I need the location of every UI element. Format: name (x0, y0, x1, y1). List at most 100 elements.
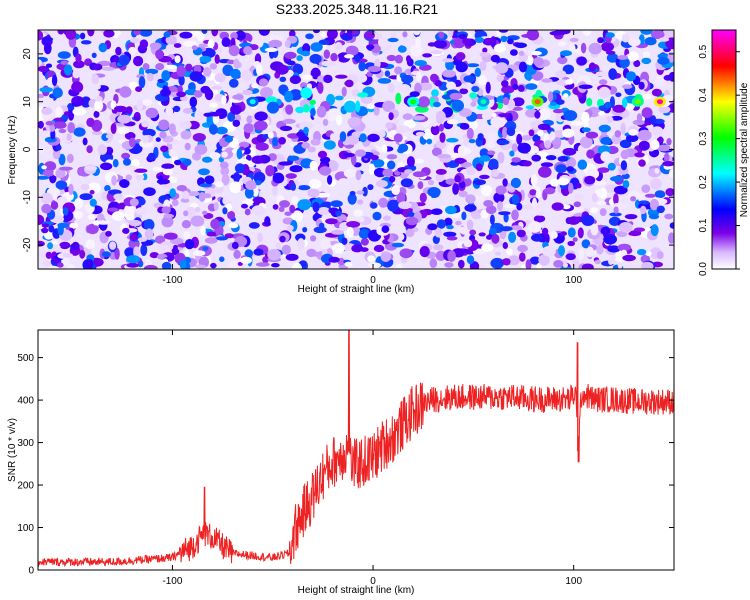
spectrogram-cell (221, 151, 228, 158)
spectrogram-cell (402, 31, 408, 38)
spectrogram-cell (498, 211, 511, 216)
colorbar-gradient (711, 29, 737, 270)
spectrogram-cell (400, 178, 413, 188)
spectrogram-cell (577, 159, 588, 170)
spectrogram-cell (574, 207, 585, 213)
spectrogram-cell (578, 84, 593, 90)
spectrogram-cell (129, 165, 137, 171)
spectrogram-cell (576, 183, 582, 189)
spectrogram-cell (243, 123, 254, 134)
spectrogram-cell (445, 178, 457, 185)
spectrogram-cell (579, 258, 592, 264)
spectrogram-cell (128, 137, 136, 148)
spectrogram-cell (347, 30, 353, 38)
spectrogram-cell (488, 227, 497, 236)
spectrogram-cell (516, 229, 526, 238)
spectrogram-cell (66, 153, 74, 164)
spectrogram-cell (309, 99, 317, 106)
spectrogram-cell (222, 207, 228, 215)
spectrogram-cell (228, 260, 242, 269)
spectrogram-cell (529, 189, 537, 196)
spectrogram-cell (97, 144, 108, 155)
spectrogram-cell (666, 138, 672, 146)
spectrogram-cell (72, 69, 81, 79)
spectrogram-cell (338, 178, 349, 186)
spectrogram-cell (503, 204, 517, 209)
spectrogram-cell (57, 30, 65, 35)
spectrogram-cell (588, 62, 597, 72)
spectrogram-cell (39, 87, 53, 93)
spectrogram-cell (358, 61, 366, 72)
spectrogram-cell (455, 220, 462, 226)
spectrogram-cell (469, 229, 477, 236)
spectrogram-cell (207, 39, 215, 48)
y-tick-label: 0 (28, 566, 34, 577)
spectrogram-cell (72, 107, 87, 116)
spectrogram-cell (108, 189, 122, 195)
spectrogram-cell (222, 196, 230, 205)
spectrogram-cell (381, 225, 390, 233)
spectrogram-cell (443, 231, 457, 237)
spectrogram-cell (622, 180, 630, 189)
spectrogram-cell (519, 252, 526, 262)
spectrogram-cell (154, 235, 166, 244)
spectrogram-cell (416, 71, 422, 82)
spectrogram-cell (51, 251, 57, 257)
spectrogram-cell (596, 244, 604, 255)
spectrogram-cell (124, 204, 135, 216)
spectrogram-cell (149, 252, 159, 259)
spectrogram-cell (398, 143, 409, 153)
spectrogram-cell (613, 193, 619, 206)
spectrogram-cell (622, 254, 636, 262)
spectrogram-cell (373, 151, 380, 156)
spectrogram-cell (62, 253, 73, 258)
spectrogram-cell (567, 240, 575, 247)
spectrogram-cell (378, 197, 389, 208)
spectrogram-cell (71, 241, 80, 251)
spectrogram-cell (490, 116, 504, 127)
spectrogram-cell (568, 182, 574, 194)
spectrogram-cell (162, 85, 168, 97)
spectrogram-cell (297, 238, 305, 250)
spectrogram-cell (525, 83, 538, 90)
spectrogram-cell (506, 186, 515, 191)
spectrogram-cell (161, 261, 172, 269)
spectrogram-cell (512, 83, 519, 90)
spectrogram-cell (163, 213, 175, 219)
spectrogram-cell (569, 37, 579, 43)
spectrogram-cell (57, 222, 69, 228)
spectrogram-cell (401, 74, 414, 84)
spectrogram-cell (581, 215, 595, 226)
spectrogram-cell (461, 211, 467, 221)
spectrogram-cell (202, 246, 209, 251)
spectrogram-cell (224, 233, 234, 239)
spectrogram-cell (641, 261, 654, 269)
spectrogram-cell (165, 44, 174, 53)
spectrogram-cell (479, 52, 491, 57)
spectrogram-cell (487, 150, 496, 156)
spectrogram-cell (514, 42, 528, 49)
spectrogram-cell (530, 51, 542, 56)
spectrogram-cell (38, 147, 45, 153)
spectrogram-cell (244, 249, 253, 258)
spectrogram-cell (553, 108, 564, 114)
spectrogram-cell (215, 236, 228, 241)
spectrogram-cell (233, 58, 240, 68)
spectrogram-cell (367, 108, 375, 113)
spectrogram-cell (576, 56, 587, 66)
spectrogram-cell (463, 137, 469, 146)
spectrogram-cell (155, 137, 161, 142)
spectrogram-cell (471, 85, 480, 93)
spectrogram-cell (289, 165, 303, 173)
spectrogram-cell (199, 55, 212, 63)
spectrogram-cell (143, 264, 158, 269)
spectrogram-cell (491, 233, 500, 244)
spectrogram-cell (565, 253, 576, 261)
spectrogram-cell (512, 97, 525, 107)
spectrogram-cell (310, 138, 321, 146)
spectrogram-cell (446, 81, 456, 90)
spectrogram-cell (624, 214, 638, 220)
